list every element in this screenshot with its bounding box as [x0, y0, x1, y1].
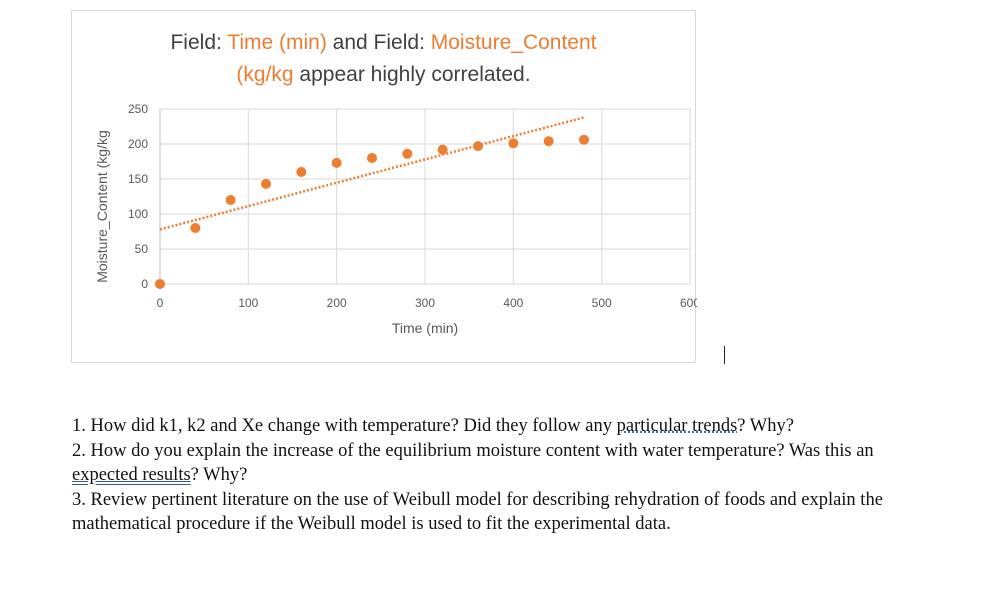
x-tick-label: 600 [680, 296, 697, 310]
x-tick-label: 100 [238, 296, 258, 310]
data-point [508, 138, 519, 149]
chart-title-line-1: Field: Time (min) and Field: Moisture_Co… [72, 27, 695, 59]
y-axis-label: Moisture_Content (kg/kg [94, 130, 110, 283]
spellcheck-flagged-text: particular trends [616, 416, 738, 436]
question-text: 3. Review pertinent literature on the us… [72, 489, 883, 535]
question-text: 1. How did k1, k2 and Xe change with tem… [72, 416, 617, 436]
question-list: 1. How did k1, k2 and Xe change with tem… [72, 414, 942, 537]
data-point [543, 136, 554, 147]
x-axis-label: Time (min) [392, 320, 458, 336]
x-tick-label: 400 [503, 296, 523, 310]
data-point [473, 141, 483, 152]
data-point [437, 144, 448, 155]
title-part: appear highly correlated. [293, 63, 531, 86]
title-part-highlight: (kg/kg [236, 63, 294, 86]
data-point [579, 134, 589, 145]
question-1: 1. How did k1, k2 and Xe change with tem… [72, 414, 942, 439]
question-text: 2. How do you explain the increase of th… [72, 440, 874, 461]
chart-title-line-2: (kg/kg appear highly correlated. [72, 59, 695, 91]
y-tick-label: 50 [135, 242, 149, 256]
y-tick-label: 0 [141, 277, 148, 291]
question-3: 3. Review pertinent literature on the us… [72, 488, 942, 537]
chart-title: Field: Time (min) and Field: Moisture_Co… [72, 27, 695, 91]
scatter-plot: 0 50 100 150 200 250 0 100 200 300 400 500 600 Time (… [94, 102, 697, 336]
x-tick-label: 300 [415, 296, 435, 310]
title-part-highlight: Time (min) [227, 31, 327, 54]
y-tick-label: 150 [128, 172, 148, 186]
question-2: 2. How do you explain the increase of th… [72, 439, 942, 488]
title-part: and Field: [326, 31, 431, 54]
y-tick-label: 200 [128, 137, 148, 151]
chart-container: Field: Time (min) and Field: Moisture_Co… [71, 10, 697, 363]
x-tick-label: 200 [327, 296, 347, 310]
question-text: ? Why? [737, 416, 794, 436]
grammar-flagged-text: expected results [72, 465, 191, 485]
x-tick-label: 500 [592, 296, 612, 310]
question-text: ? Why? [190, 465, 248, 485]
data-point [402, 148, 413, 159]
data-point [331, 157, 342, 168]
trendline [159, 116, 585, 231]
x-tick-label: 0 [157, 296, 164, 310]
data-point [261, 178, 271, 189]
data-point [296, 167, 307, 177]
title-part-highlight: Moisture_Content [430, 31, 597, 54]
data-point [225, 195, 236, 205]
title-part: Field: [170, 31, 228, 54]
data-point [155, 279, 165, 289]
text-cursor [724, 346, 725, 364]
y-tick-label: 250 [128, 102, 148, 116]
data-point [190, 223, 201, 233]
data-point [367, 153, 377, 163]
y-tick-label: 100 [128, 207, 148, 221]
